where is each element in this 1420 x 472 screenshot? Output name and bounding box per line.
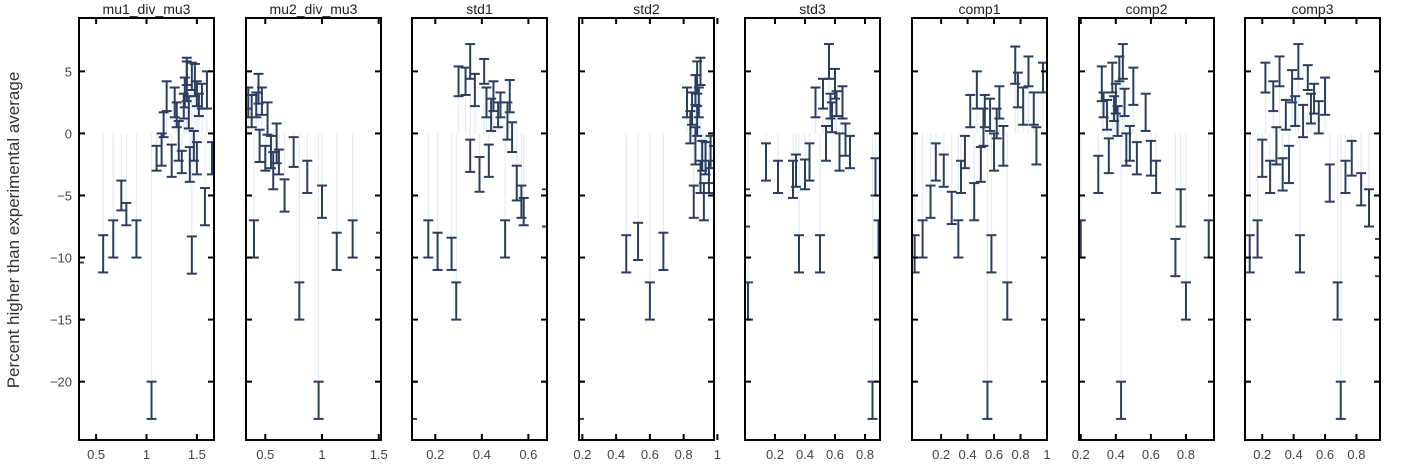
y-tick-label: −5 bbox=[57, 188, 72, 203]
x-tick-label: 0.6 bbox=[1142, 447, 1160, 462]
panel-6: 0.2 0.4 0.6 0.8 comp2 bbox=[1072, 1, 1215, 462]
panel-title: mu2_div_mu3 bbox=[270, 1, 358, 17]
x-tick-label: 1 bbox=[714, 447, 721, 462]
panel-frame bbox=[911, 17, 1048, 441]
x-tick-label: 0.6 bbox=[641, 447, 659, 462]
panel-0: 5 0 −5 −10 −15 −20 0.5 1 1.5 mu1_div_mu3 bbox=[50, 1, 215, 462]
panel-4: 0.2 0.4 0.6 0.8 std3 bbox=[744, 1, 881, 462]
x-tick-label: 0.4 bbox=[1285, 447, 1303, 462]
panel-frame bbox=[1244, 17, 1381, 441]
x-tick-label: 1.5 bbox=[370, 447, 388, 462]
panel-title: comp3 bbox=[1291, 1, 1333, 17]
y-tick-label: 0 bbox=[65, 126, 72, 141]
x-tick-label: 0.4 bbox=[1107, 447, 1125, 462]
panel-1: 0.5 1 1.5 mu2_div_mu3 bbox=[245, 1, 388, 462]
x-tick-label: 0.6 bbox=[1316, 447, 1334, 462]
panels-group: 5 0 −5 −10 −15 −20 0.5 1 1.5 mu1_div_mu3 0.5 1 1.5 mu… bbox=[50, 1, 1381, 462]
y-tick-label: 5 bbox=[65, 64, 72, 79]
panel-title: mu1_div_mu3 bbox=[103, 1, 191, 17]
x-tick-label: 0.2 bbox=[1072, 447, 1090, 462]
panel-5: 0.2 0.4 0.6 0.8 1 comp1 bbox=[911, 1, 1051, 462]
x-tick-label: 0.2 bbox=[426, 447, 444, 462]
plot-area bbox=[745, 43, 880, 420]
x-tick-label: 0.5 bbox=[87, 447, 105, 462]
plot-area bbox=[1079, 43, 1214, 420]
panel-title: std3 bbox=[799, 1, 826, 17]
x-tick-label: 0.2 bbox=[573, 447, 591, 462]
panel-frame bbox=[578, 17, 715, 441]
x-tick-label: 0.4 bbox=[473, 447, 491, 462]
y-tick-label: −15 bbox=[50, 313, 72, 328]
x-tick-label: 0.2 bbox=[766, 447, 784, 462]
panel-frame bbox=[744, 17, 881, 441]
x-tick-label: 0.4 bbox=[959, 447, 977, 462]
x-tick-label: 1 bbox=[318, 447, 325, 462]
panel-title: comp1 bbox=[958, 1, 1000, 17]
panel-7: 0.2 0.4 0.6 0.8 comp3 bbox=[1244, 1, 1381, 462]
x-tick-label: 0.8 bbox=[1347, 447, 1365, 462]
x-tick-label: 0.5 bbox=[256, 447, 274, 462]
x-tick-label: 0.2 bbox=[1253, 447, 1271, 462]
panel-2: 0.2 0.4 0.6 std1 bbox=[411, 1, 548, 462]
x-tick-label: 0.6 bbox=[985, 447, 1003, 462]
plot-area bbox=[1245, 43, 1380, 420]
panel-title: std2 bbox=[633, 1, 660, 17]
x-tick-label: 0.8 bbox=[675, 447, 693, 462]
x-tick-label: 0.6 bbox=[519, 447, 537, 462]
x-tick-label: 0.6 bbox=[826, 447, 844, 462]
plot-area bbox=[912, 45, 1047, 420]
y-tick-label: −20 bbox=[50, 375, 72, 390]
panel-frame bbox=[1078, 17, 1215, 441]
x-tick-label: 1 bbox=[143, 447, 150, 462]
plot-area bbox=[246, 70, 381, 420]
x-tick-label: 0.4 bbox=[607, 447, 625, 462]
x-tick-label: 0.8 bbox=[1177, 447, 1195, 462]
x-tick-label: 1.5 bbox=[188, 447, 206, 462]
panel-3: 0.2 0.4 0.6 0.8 1 std2 bbox=[573, 1, 721, 462]
panel-frame bbox=[245, 17, 382, 441]
x-tick-label: 0.2 bbox=[932, 447, 950, 462]
plot-area bbox=[412, 43, 547, 420]
panel-title: comp2 bbox=[1125, 1, 1167, 17]
x-tick-label: 0.8 bbox=[856, 447, 874, 462]
plot-area bbox=[579, 56, 714, 420]
x-tick-label: 0.4 bbox=[796, 447, 814, 462]
x-tick-label: 0.8 bbox=[1011, 447, 1029, 462]
panel-frame bbox=[411, 17, 548, 441]
plot-area bbox=[79, 56, 214, 420]
x-tick-label: 1 bbox=[1043, 447, 1050, 462]
y-tick-label: −10 bbox=[50, 251, 72, 266]
y-axis-label: Percent higher than experimental average bbox=[4, 72, 23, 389]
panel-title: std1 bbox=[466, 1, 493, 17]
